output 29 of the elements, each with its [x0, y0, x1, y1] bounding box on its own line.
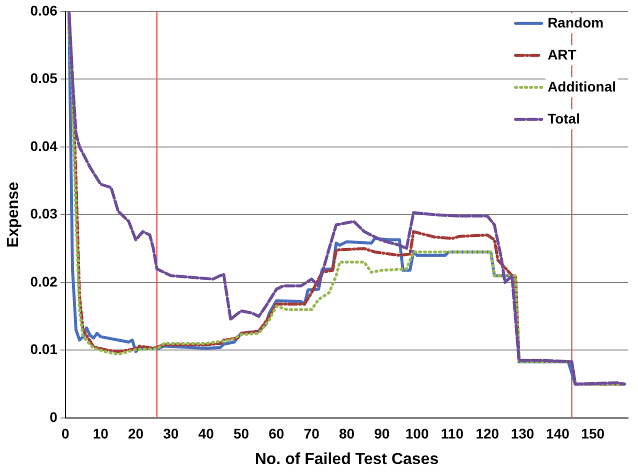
legend-label: Random	[548, 14, 604, 30]
x-tick-label: 80	[338, 425, 355, 442]
x-axis-title: No. of Failed Test Cases	[254, 450, 439, 468]
legend-label: Additional	[548, 78, 616, 94]
x-tick-label: 10	[92, 425, 109, 442]
x-tick-label: 60	[268, 425, 284, 442]
y-tick-label: 0.05	[30, 70, 58, 86]
x-tick-label: 30	[163, 425, 179, 442]
y-tick-label: 0.02	[30, 273, 58, 290]
x-tick-label: 140	[546, 425, 570, 442]
x-tick-label: 50	[233, 425, 250, 442]
y-tick-label: 0	[50, 408, 58, 425]
legend-label: ART	[548, 46, 577, 62]
x-tick-label: 150	[581, 425, 605, 442]
x-tick-label: 70	[304, 425, 320, 442]
legend-label: Total	[548, 110, 580, 126]
y-tick-label: 0.04	[30, 138, 58, 154]
x-tick-label: 130	[510, 425, 534, 442]
x-tick-label: 40	[198, 425, 214, 442]
x-tick-label: 110	[440, 425, 464, 442]
x-tick-label: 90	[374, 425, 390, 442]
y-tick-label: 0.03	[30, 206, 58, 222]
y-tick-label: 0.06	[30, 2, 58, 18]
y-axis-title: Expense	[5, 182, 22, 248]
x-tick-label: 20	[128, 425, 144, 442]
x-tick-label: 0	[62, 425, 70, 442]
y-tick-label: 0.01	[30, 341, 58, 358]
x-tick-label: 120	[476, 425, 500, 442]
x-tick-label: 100	[405, 425, 429, 442]
